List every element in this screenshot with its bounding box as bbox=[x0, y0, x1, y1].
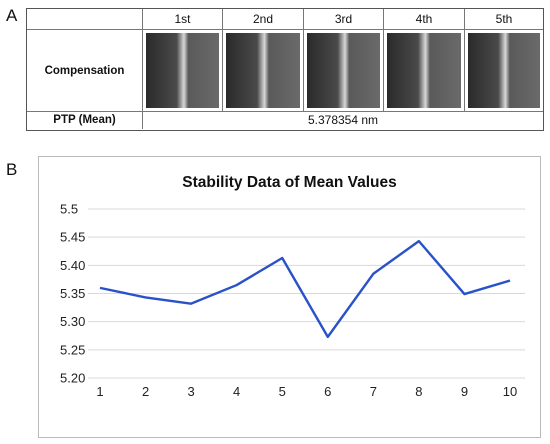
series-line bbox=[99, 239, 511, 339]
y-tick-label: 5.25 bbox=[60, 342, 85, 357]
table-divider bbox=[222, 9, 223, 111]
y-tick-label: 5.45 bbox=[60, 230, 85, 245]
compensation-table: 1st 2nd 3rd 4th 5th Compensation PTP (Me… bbox=[26, 8, 544, 131]
sem-image bbox=[226, 33, 300, 108]
table-divider bbox=[142, 9, 143, 129]
panel-a-label: A bbox=[6, 6, 18, 25]
x-tick-label: 4 bbox=[233, 384, 240, 399]
sem-image bbox=[307, 33, 380, 108]
sem-image bbox=[387, 33, 461, 108]
table-divider bbox=[27, 111, 543, 112]
x-tick-label: 9 bbox=[461, 384, 468, 399]
panel-b-label: B bbox=[6, 160, 18, 179]
x-tick-label: 3 bbox=[187, 384, 194, 399]
y-tick-label: 5.40 bbox=[60, 258, 85, 273]
column-header: 4th bbox=[415, 12, 433, 26]
y-tick-label: 5.35 bbox=[60, 286, 85, 301]
table-divider bbox=[303, 9, 304, 111]
chart-frame bbox=[38, 156, 541, 438]
column-header: 5th bbox=[495, 12, 513, 26]
ptp-mean-value: 5.378354 nm bbox=[307, 113, 379, 127]
x-tick-label: 8 bbox=[415, 384, 422, 399]
sem-image bbox=[146, 33, 219, 108]
y-tick-label: 5.5 bbox=[60, 202, 78, 217]
table-divider bbox=[27, 29, 543, 30]
row-label-compensation: Compensation bbox=[44, 64, 125, 77]
x-tick-label: 6 bbox=[324, 384, 331, 399]
chart-title: Stability Data of Mean Values bbox=[182, 174, 397, 191]
table-divider bbox=[464, 9, 465, 111]
x-tick-label: 5 bbox=[279, 384, 286, 399]
column-header: 3rd bbox=[334, 12, 353, 26]
table-divider bbox=[383, 9, 384, 111]
x-tick-label: 7 bbox=[370, 384, 377, 399]
y-tick-label: 5.20 bbox=[60, 371, 85, 386]
y-tick-label: 5.30 bbox=[60, 314, 85, 329]
sem-image bbox=[468, 33, 540, 108]
row-label-ptp-mean: PTP (Mean) bbox=[53, 114, 116, 126]
column-header: 1st bbox=[174, 12, 191, 26]
x-tick-label: 2 bbox=[142, 384, 149, 399]
column-header: 2nd bbox=[252, 12, 274, 26]
x-tick-label: 10 bbox=[503, 384, 517, 399]
x-tick-label: 1 bbox=[96, 384, 103, 399]
